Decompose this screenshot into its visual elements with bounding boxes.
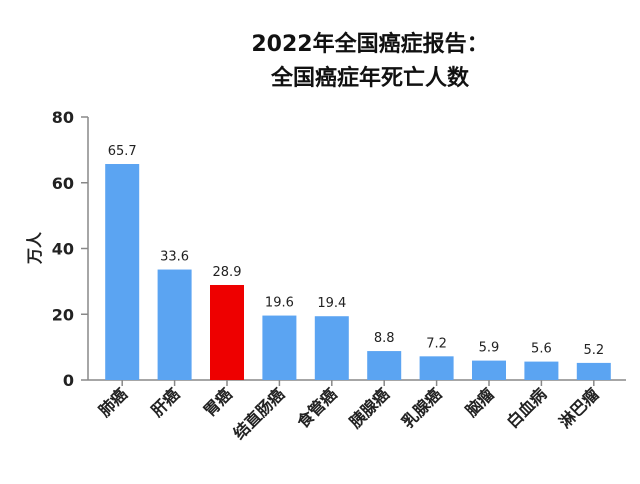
- x-tick-label: 胰腺癌: [346, 384, 393, 431]
- bar-value-label: 19.4: [317, 296, 346, 311]
- y-tick-label: 80: [52, 108, 74, 127]
- bar-value-label: 8.8: [374, 331, 395, 346]
- x-tick-label: 食管癌: [293, 384, 341, 432]
- y-tick-label: 0: [63, 371, 74, 390]
- bar: [105, 164, 140, 380]
- x-tick-label: 乳腺癌: [398, 384, 445, 431]
- x-tick-label: 白血病: [503, 384, 550, 431]
- bar: [314, 316, 349, 380]
- bar: [157, 269, 192, 380]
- bar-value-label: 5.9: [479, 341, 500, 356]
- y-tick-label: 60: [52, 174, 74, 193]
- bar-value-label: 5.2: [583, 343, 604, 358]
- bar: [419, 356, 454, 380]
- y-tick-label: 20: [52, 305, 74, 324]
- y-axis-label: 万人: [25, 231, 44, 265]
- bar: [524, 361, 559, 380]
- y-tick-label: 40: [52, 240, 74, 259]
- bar-value-label: 19.6: [265, 296, 294, 311]
- x-tick-label: 结直肠癌: [229, 384, 288, 443]
- bar: [576, 362, 611, 380]
- chart-title-line-1: 2022年全国癌症报告：: [251, 32, 489, 57]
- bar-value-label: 7.2: [426, 336, 447, 351]
- bar: [472, 360, 506, 380]
- bar: [367, 351, 402, 380]
- x-tick-label: 脑瘤: [462, 384, 498, 420]
- bar-value-label: 5.6: [531, 342, 552, 357]
- chart-title-line-2: 全国癌症年死亡人数: [270, 66, 469, 91]
- bar-value-label: 28.9: [213, 265, 242, 280]
- bar-value-label: 65.7: [108, 144, 137, 159]
- x-tick-label: 肝癌: [147, 384, 183, 420]
- bar: [210, 284, 244, 380]
- bar-value-label: 33.6: [160, 250, 189, 265]
- x-tick-label: 胃癌: [200, 384, 236, 420]
- bar: [262, 315, 297, 380]
- x-tick-label: 肺癌: [95, 384, 131, 420]
- x-tick-label: 淋巴瘤: [555, 384, 602, 431]
